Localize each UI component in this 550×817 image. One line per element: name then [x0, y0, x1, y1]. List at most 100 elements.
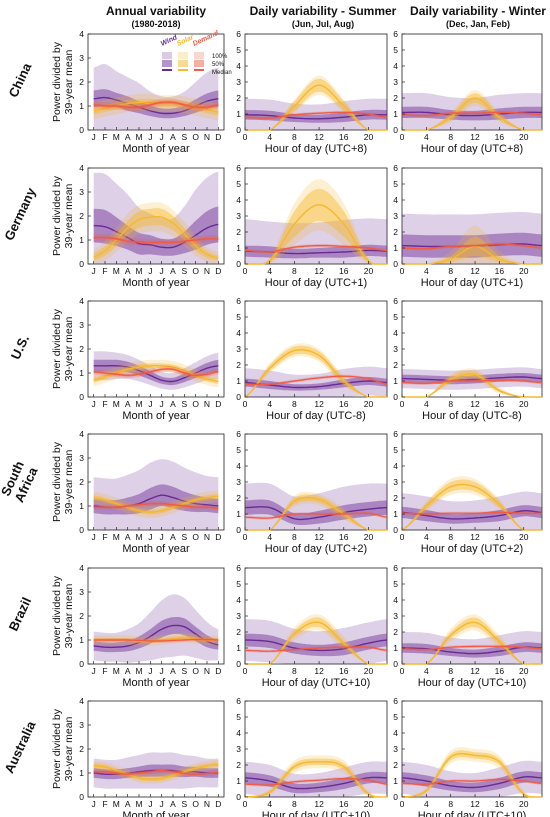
y-tick-label: 2 — [393, 627, 398, 637]
y-axis-label-line: 39-year mean — [63, 449, 75, 514]
x-tick-label: A — [170, 532, 176, 542]
row-label-group: U.S. Power divided by39-year mean — [8, 308, 75, 389]
x-tick-label: N — [204, 532, 210, 542]
y-tick-label: 3 — [393, 611, 398, 621]
x-tick-label: M — [135, 532, 142, 542]
y-axis-label-line: 39-year mean — [63, 583, 75, 648]
col-subtitle-annual: (1980-2018) — [131, 19, 180, 29]
x-tick-label: 12 — [470, 399, 480, 409]
x-tick-label: J — [92, 799, 96, 809]
legend-swatch-50 — [194, 60, 204, 67]
col-subtitle-winter: (Dec, Jan, Feb) — [446, 19, 510, 29]
wind-median-line — [245, 113, 387, 120]
x-tick-label: J — [148, 132, 152, 142]
solar-band-50 — [402, 93, 542, 130]
x-tick-label: 12 — [314, 132, 324, 142]
y-tick-label: 0 — [236, 525, 241, 535]
x-tick-label: M — [113, 532, 120, 542]
y-tick-label: 4 — [236, 461, 241, 471]
x-axis-label: Hour of day (UTC-8) — [422, 410, 522, 422]
legend-swatch-median — [178, 69, 188, 71]
wind-band-100 — [402, 367, 542, 390]
y-tick-label: 4 — [236, 195, 241, 205]
x-tick-label: 0 — [243, 532, 248, 542]
solar-band-100 — [245, 343, 387, 397]
y-tick-label: 2 — [236, 227, 241, 237]
x-tick-label: 8 — [448, 399, 453, 409]
wind-median-line — [244, 776, 387, 790]
x-axis-label: Month of year — [122, 410, 190, 422]
y-tick-label: 4 — [79, 696, 84, 706]
y-axis-label: Power divided by39-year mean — [51, 308, 75, 389]
x-tick-label: 16 — [339, 132, 349, 142]
x-axis-label: Hour of day (UTC+8) — [265, 143, 367, 155]
y-tick-label: 5 — [393, 579, 398, 589]
x-tick-label: M — [113, 666, 120, 676]
solar-median-line — [244, 761, 388, 798]
x-tick-label: O — [192, 799, 199, 809]
y-tick-label: 2 — [236, 360, 241, 370]
solar-band-100 — [93, 359, 219, 388]
x-tick-label: A — [170, 132, 176, 142]
x-tick-label: J — [92, 266, 96, 276]
x-tick-label: 8 — [292, 132, 297, 142]
x-tick-label: 4 — [424, 666, 429, 676]
x-tick-label: M — [135, 132, 142, 142]
wind-band-100 — [402, 212, 542, 264]
y-tick-label: 1 — [236, 243, 241, 253]
y-axis-label: Power divided by39-year mean — [51, 441, 75, 522]
wind-median-line — [402, 376, 543, 381]
y-tick-label: 4 — [79, 563, 84, 573]
y-tick-label: 3 — [79, 453, 84, 463]
x-axis-label: Hour of day (UTC+10) — [418, 810, 527, 817]
x-tick-label: 16 — [495, 132, 505, 142]
y-tick-label: 2 — [236, 627, 241, 637]
x-tick-label: 4 — [267, 399, 272, 409]
country-label: U.S. — [8, 332, 32, 361]
x-tick-label: 20 — [364, 132, 374, 142]
solar-band-100 — [245, 491, 387, 530]
x-tick-label: S — [181, 266, 187, 276]
y-tick-label: 6 — [236, 563, 241, 573]
y-tick-label: 3 — [393, 477, 398, 487]
x-tick-label: M — [113, 132, 120, 142]
y-tick-label: 4 — [393, 461, 398, 471]
y-tick-label: 5 — [236, 445, 241, 455]
x-tick-label: A — [170, 799, 176, 809]
y-tick-label: 6 — [236, 29, 241, 39]
y-axis-label-line: 39-year mean — [63, 316, 75, 381]
y-tick-label: 0 — [79, 125, 84, 135]
x-tick-label: 20 — [364, 399, 374, 409]
solar-band-100 — [93, 632, 219, 647]
demand-median-line — [401, 379, 543, 384]
x-tick-label: 16 — [495, 799, 505, 809]
col-title-summer: Daily variability - Summer — [250, 4, 397, 18]
x-tick-label: 4 — [267, 532, 272, 542]
x-tick-label: M — [113, 399, 120, 409]
y-tick-label: 1 — [236, 643, 241, 653]
y-tick-label: 3 — [393, 744, 398, 754]
y-tick-label: 3 — [393, 77, 398, 87]
x-tick-label: F — [102, 666, 107, 676]
y-tick-label: 5 — [236, 312, 241, 322]
x-tick-label: J — [148, 399, 152, 409]
wind-band-100 — [93, 594, 219, 663]
y-tick-label: 0 — [393, 125, 398, 135]
x-tick-label: J — [160, 132, 164, 142]
x-tick-label: 0 — [243, 266, 248, 276]
demand-median-line — [401, 511, 542, 515]
y-axis-label-line: 39-year mean — [63, 716, 75, 781]
wind-band-100 — [402, 491, 542, 530]
wind-band-50 — [245, 244, 387, 259]
x-tick-label: J — [148, 266, 152, 276]
y-tick-label: 2 — [79, 344, 84, 354]
x-tick-label: F — [102, 266, 107, 276]
y-tick-label: 0 — [79, 392, 84, 402]
x-tick-label: 8 — [448, 666, 453, 676]
